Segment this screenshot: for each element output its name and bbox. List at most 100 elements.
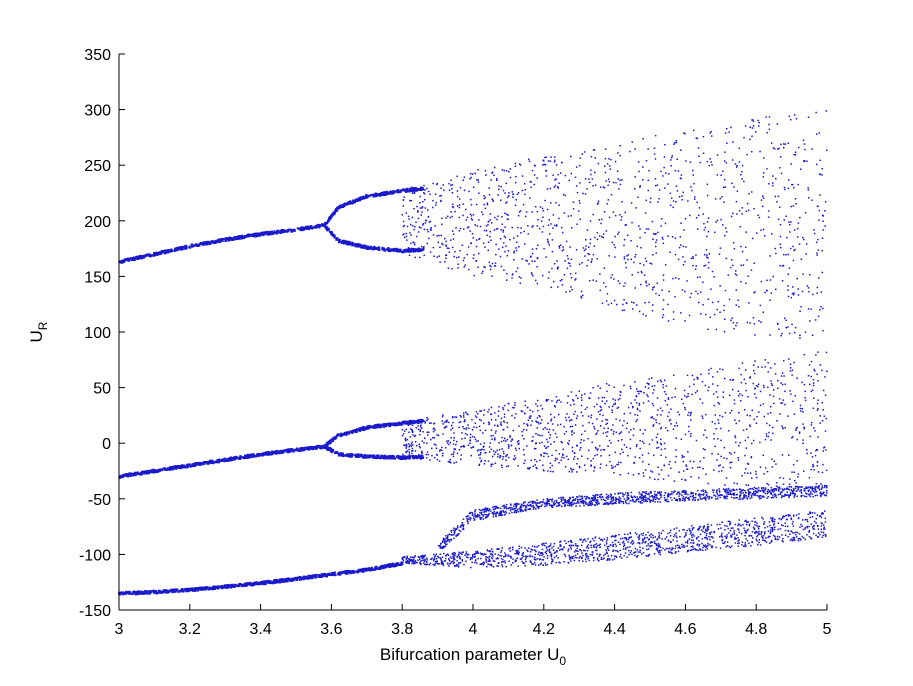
data-point — [279, 451, 282, 454]
data-point — [568, 262, 571, 265]
data-point — [808, 290, 810, 293]
data-point — [655, 292, 657, 295]
data-point — [342, 454, 345, 458]
data-point — [527, 233, 529, 235]
data-point — [131, 592, 134, 596]
data-point — [383, 424, 386, 427]
data-point — [456, 195, 459, 198]
data-point — [495, 228, 498, 230]
data-point — [791, 323, 793, 326]
data-point — [478, 463, 481, 466]
data-point — [723, 160, 726, 162]
data-point — [467, 413, 469, 416]
data-point — [248, 233, 252, 236]
data-point — [671, 396, 673, 399]
data-point — [612, 433, 615, 435]
data-point — [824, 394, 827, 396]
data-point — [707, 230, 710, 233]
data-point — [426, 228, 429, 231]
data-point — [752, 364, 755, 366]
data-point — [364, 245, 367, 248]
data-point — [486, 234, 489, 237]
data-point — [403, 250, 406, 253]
data-point — [301, 228, 304, 231]
data-point — [538, 423, 540, 425]
data-point — [758, 121, 760, 124]
data-point — [281, 451, 284, 454]
data-point — [662, 242, 665, 245]
data-point — [706, 235, 708, 238]
data-point — [467, 246, 470, 248]
data-point — [362, 244, 365, 247]
data-point — [436, 182, 438, 185]
data-point — [209, 460, 212, 463]
data-point — [638, 392, 640, 395]
data-point — [678, 246, 681, 249]
data-point — [658, 473, 660, 475]
data-point — [482, 213, 484, 216]
data-point — [536, 282, 539, 285]
data-point — [405, 451, 408, 454]
data-point — [363, 455, 367, 459]
data-point — [699, 398, 701, 400]
data-point — [147, 591, 150, 595]
data-point — [660, 454, 662, 456]
data-point — [406, 239, 408, 241]
data-point — [408, 456, 411, 459]
data-point — [781, 332, 783, 335]
data-point — [769, 299, 771, 301]
data-point — [436, 235, 438, 237]
data-point — [553, 441, 555, 443]
data-point — [746, 428, 748, 430]
data-point — [678, 278, 680, 280]
data-point — [651, 416, 653, 418]
data-point — [472, 237, 474, 239]
data-point — [318, 225, 321, 228]
data-point — [546, 208, 549, 211]
data-point — [806, 285, 809, 287]
data-point — [381, 248, 384, 251]
data-point — [552, 227, 554, 229]
data-point — [807, 374, 810, 377]
data-point — [797, 288, 799, 290]
data-point — [521, 434, 523, 437]
data-point — [356, 199, 359, 202]
data-point — [614, 399, 616, 401]
data-point — [536, 210, 539, 213]
data-point — [567, 443, 570, 445]
data-point — [674, 296, 676, 298]
data-point — [511, 226, 513, 229]
data-point — [810, 375, 812, 378]
data-point — [265, 581, 269, 584]
data-point — [536, 405, 539, 407]
data-point — [697, 292, 699, 295]
data-point — [537, 434, 539, 436]
data-point — [135, 256, 138, 259]
data-point — [327, 448, 330, 451]
data-point — [790, 118, 792, 121]
data-point — [514, 401, 516, 404]
data-point — [558, 399, 560, 401]
data-point — [527, 225, 529, 227]
data-point — [724, 234, 726, 237]
data-point — [627, 234, 629, 236]
data-point — [167, 249, 170, 252]
data-point — [190, 464, 193, 467]
data-point — [576, 471, 578, 473]
data-point — [228, 584, 231, 587]
data-point — [672, 311, 675, 313]
data-point — [630, 258, 632, 260]
data-point — [141, 255, 144, 258]
data-point — [616, 407, 619, 409]
data-point — [402, 188, 405, 191]
data-point — [422, 247, 425, 250]
data-point — [608, 158, 610, 160]
data-point — [204, 461, 207, 464]
data-point — [567, 262, 570, 264]
data-point — [802, 439, 804, 441]
data-point — [147, 254, 150, 257]
data-point — [658, 294, 660, 296]
data-point — [287, 451, 290, 454]
data-point — [670, 408, 672, 410]
data-point — [424, 222, 427, 224]
